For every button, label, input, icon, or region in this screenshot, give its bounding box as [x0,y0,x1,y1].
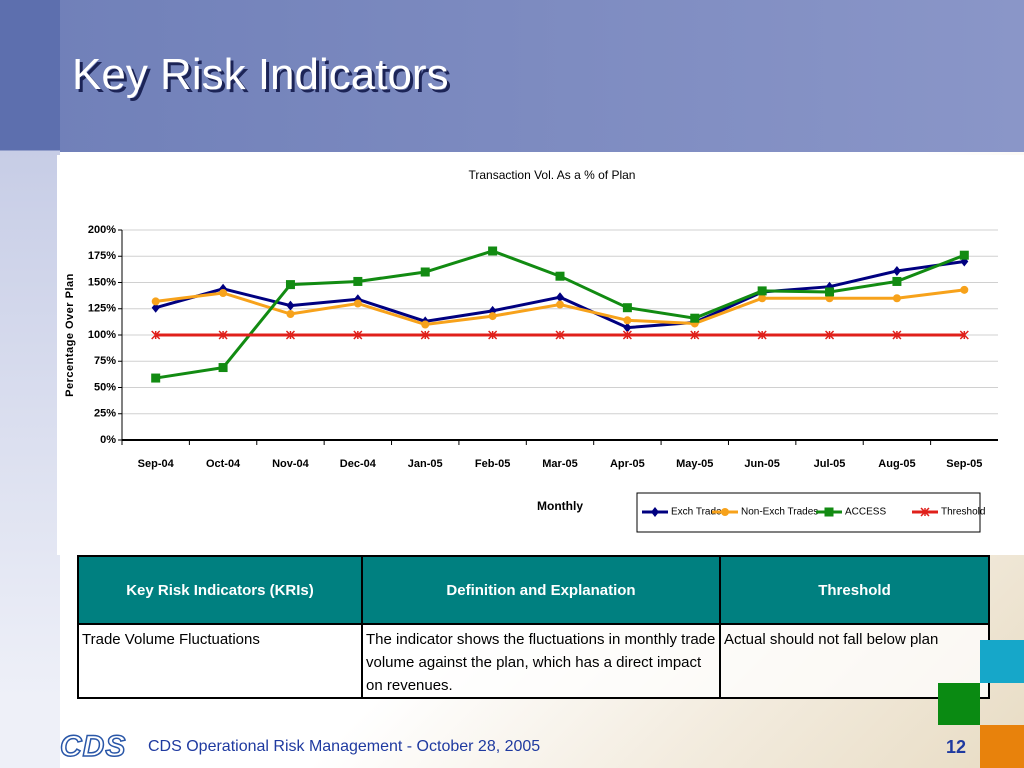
data-point [825,330,835,340]
data-point [420,330,430,340]
table-cell: The indicator shows the fluctuations in … [361,623,721,699]
header-band [0,0,1024,152]
y-tick-label: 100% [88,329,116,341]
data-point [959,330,969,340]
x-axis-label: Monthly [537,499,583,513]
y-tick-label: 50% [94,381,116,393]
data-point [421,320,430,329]
data-point [892,265,901,276]
data-point [622,303,632,313]
data-point [959,250,969,260]
y-tick-label: 175% [88,250,116,262]
x-tick-label: Jun-05 [744,458,779,470]
left-strip [0,0,60,768]
y-tick-label: 200% [88,224,116,236]
logo: CDS [59,729,127,764]
data-point [151,330,161,340]
x-tick-label: Dec-04 [340,458,377,470]
data-point [218,330,228,340]
data-point [757,330,767,340]
table-header: Key Risk Indicators (KRIs) [77,555,363,625]
legend-marker [721,508,729,516]
legend-label: Exch Trades [671,507,727,518]
x-tick-label: Nov-04 [272,458,310,470]
x-tick-label: Sep-04 [138,458,175,470]
data-point [825,287,835,297]
data-point [757,286,767,296]
data-point [219,289,228,297]
chart-area [57,155,1024,555]
table-header: Threshold [719,555,990,625]
y-tick-label: 0% [100,434,116,446]
x-tick-label: Apr-05 [610,458,645,470]
data-point [218,363,228,373]
x-tick-label: May-05 [676,458,713,470]
x-tick-label: Oct-04 [206,458,241,470]
data-point [151,302,160,313]
data-point [960,285,969,294]
data-point [285,330,295,340]
data-point [622,330,632,340]
data-point [892,330,902,340]
y-tick-label: 125% [88,303,116,315]
x-tick-label: Jan-05 [408,458,443,470]
data-point [353,299,362,308]
data-point [488,246,498,256]
x-tick-label: Sep-05 [946,458,982,470]
deco-square [938,683,980,725]
x-tick-label: Feb-05 [475,458,510,470]
legend-marker [651,507,659,517]
y-axis-label: Percentage Over Plan [64,273,76,397]
data-point [892,294,901,303]
data-point [690,313,700,323]
data-point [555,330,565,340]
y-tick-label: 150% [88,276,116,288]
table-header: Definition and Explanation [361,555,721,625]
y-tick-label: 75% [94,355,116,367]
deco-square [980,725,1024,768]
data-point [555,271,565,281]
legend-label: Threshold [941,507,985,518]
data-point [286,300,295,311]
chart-title: Transaction Vol. As a % of Plan [469,168,636,182]
kri-table: Key Risk Indicators (KRIs) Definition an… [77,555,990,699]
x-tick-label: Aug-05 [878,458,915,470]
data-point [892,276,902,286]
data-point [488,330,498,340]
x-tick-label: Jul-05 [814,458,846,470]
data-point [151,373,161,383]
data-point [420,267,430,277]
chart: Transaction Vol. As a % of Plan Monthly … [57,155,1024,555]
table-cell: Trade Volume Fluctuations [77,623,363,699]
data-point [353,276,363,286]
data-point [285,280,295,290]
page-number: 12 [946,737,967,757]
legend-marker [824,507,834,517]
deco-square [980,640,1024,683]
data-point [758,294,767,303]
y-tick-label: 25% [94,408,116,420]
data-point [488,312,497,321]
legend-label: Non-Exch Trades [741,507,818,518]
data-point [623,316,632,325]
data-point [556,292,564,303]
data-point [353,330,363,340]
x-tick-label: Mar-05 [542,458,577,470]
data-point [151,297,160,306]
footer-text: CDS Operational Risk Management - Octobe… [148,738,541,755]
legend-label: ACCESS [845,507,886,518]
legend-marker [920,507,930,517]
slide-title: Key Risk Indicators [72,50,449,99]
data-point [623,322,632,333]
data-point [286,310,295,318]
data-point [556,300,564,309]
data-point [690,330,700,340]
